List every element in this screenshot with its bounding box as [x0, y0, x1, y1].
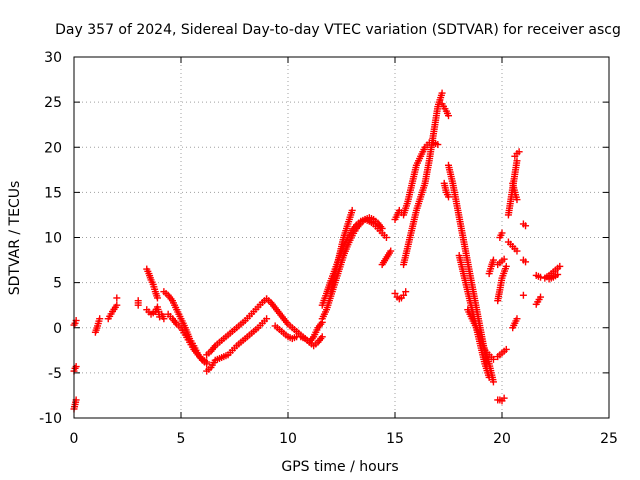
- data-point: [318, 333, 326, 341]
- series-t5: [143, 265, 161, 302]
- series-t7: [203, 295, 271, 359]
- data-point: [537, 273, 545, 281]
- y-tick-label: -5: [48, 366, 62, 382]
- data-point: [500, 394, 508, 402]
- series-t26: [504, 238, 521, 255]
- series-t32: [532, 271, 545, 281]
- data-point: [519, 291, 527, 299]
- data-point: [489, 256, 497, 264]
- data-point: [522, 258, 530, 266]
- series-t3: [113, 294, 121, 302]
- series-t11: [391, 288, 410, 303]
- y-tick-label: -10: [39, 411, 62, 427]
- data-point: [522, 222, 530, 230]
- data-point: [445, 193, 452, 201]
- data-point: [348, 206, 356, 214]
- data-point: [502, 262, 510, 270]
- data-point: [513, 315, 521, 323]
- x-tick-label: 20: [493, 431, 511, 447]
- data-point: [513, 157, 521, 165]
- series-t3b: [134, 297, 142, 309]
- series-t4: [143, 303, 168, 323]
- x-tick-label: 0: [70, 431, 79, 447]
- x-tick-label: 5: [177, 431, 186, 447]
- data-point: [513, 247, 521, 255]
- series-t7b: [203, 315, 271, 375]
- data-point: [153, 294, 161, 302]
- series-t27: [509, 315, 521, 332]
- series-t23: [504, 157, 521, 219]
- data-point: [263, 315, 271, 323]
- series-t12b: [400, 89, 446, 269]
- series-t20: [494, 262, 510, 305]
- data-point: [489, 355, 497, 363]
- series-t31: [532, 293, 545, 308]
- series-t25: [511, 148, 523, 160]
- series-t12c: [438, 100, 452, 120]
- x-tick-label: 25: [600, 431, 618, 447]
- series-t21: [494, 255, 508, 269]
- y-tick-label: 5: [53, 276, 62, 292]
- axis-ticks: 0 5 10 15 20 25 -10 -5 0 5 10 15 20 25 30: [39, 50, 618, 447]
- data-point: [391, 289, 399, 297]
- y-tick-label: 30: [44, 50, 62, 66]
- data-point: [498, 229, 506, 237]
- series-t29: [519, 220, 530, 230]
- series-t1: [91, 315, 104, 336]
- series-t2: [104, 301, 121, 323]
- data-point: [438, 89, 446, 97]
- y-axis-label: SDTVAR / TECUs: [7, 181, 23, 296]
- data-point: [502, 345, 510, 353]
- data-point: [402, 288, 410, 296]
- y-tick-label: 15: [44, 185, 62, 201]
- series-t30: [519, 291, 527, 299]
- data-point: [537, 293, 545, 301]
- y-tick-label: 0: [53, 321, 62, 337]
- data-point: [556, 262, 564, 270]
- series-t16: [481, 346, 497, 363]
- data-point: [387, 247, 395, 255]
- x-axis-label: GPS time / hours: [281, 459, 398, 475]
- series-t22: [496, 229, 506, 241]
- y-tick-label: 10: [44, 231, 62, 247]
- data-point: [96, 315, 104, 323]
- data-point: [134, 297, 142, 305]
- x-tick-label: 10: [279, 431, 297, 447]
- data-points: [70, 89, 564, 413]
- series-t15: [464, 306, 497, 386]
- data-point: [382, 234, 390, 241]
- series-t13: [440, 179, 452, 201]
- chart-title: Day 357 of 2024, Sidereal Day-to-day VTE…: [55, 22, 621, 38]
- y-tick-label: 25: [44, 95, 62, 111]
- series-t28: [519, 256, 530, 266]
- series-t19: [494, 345, 510, 361]
- data-point: [489, 378, 497, 386]
- series-t18: [494, 394, 508, 405]
- data-point: [445, 112, 452, 120]
- data-point: [513, 196, 521, 204]
- data-point: [515, 148, 523, 156]
- data-point: [400, 291, 408, 299]
- data-point: [160, 315, 168, 323]
- data-point: [203, 360, 211, 368]
- series-t24: [509, 179, 521, 204]
- series-t10: [378, 247, 395, 269]
- data-point: [113, 294, 121, 302]
- series-t17: [485, 256, 497, 278]
- data-point: [113, 301, 121, 309]
- data-point: [554, 271, 562, 279]
- series-t8b: [271, 322, 326, 350]
- series-t9c: [327, 206, 356, 296]
- data-point: [500, 255, 508, 263]
- series-t33b: [545, 271, 562, 283]
- x-tick-label: 15: [386, 431, 404, 447]
- series-t6b: [164, 310, 211, 368]
- data-point: [434, 141, 442, 149]
- y-tick-label: 20: [44, 140, 62, 156]
